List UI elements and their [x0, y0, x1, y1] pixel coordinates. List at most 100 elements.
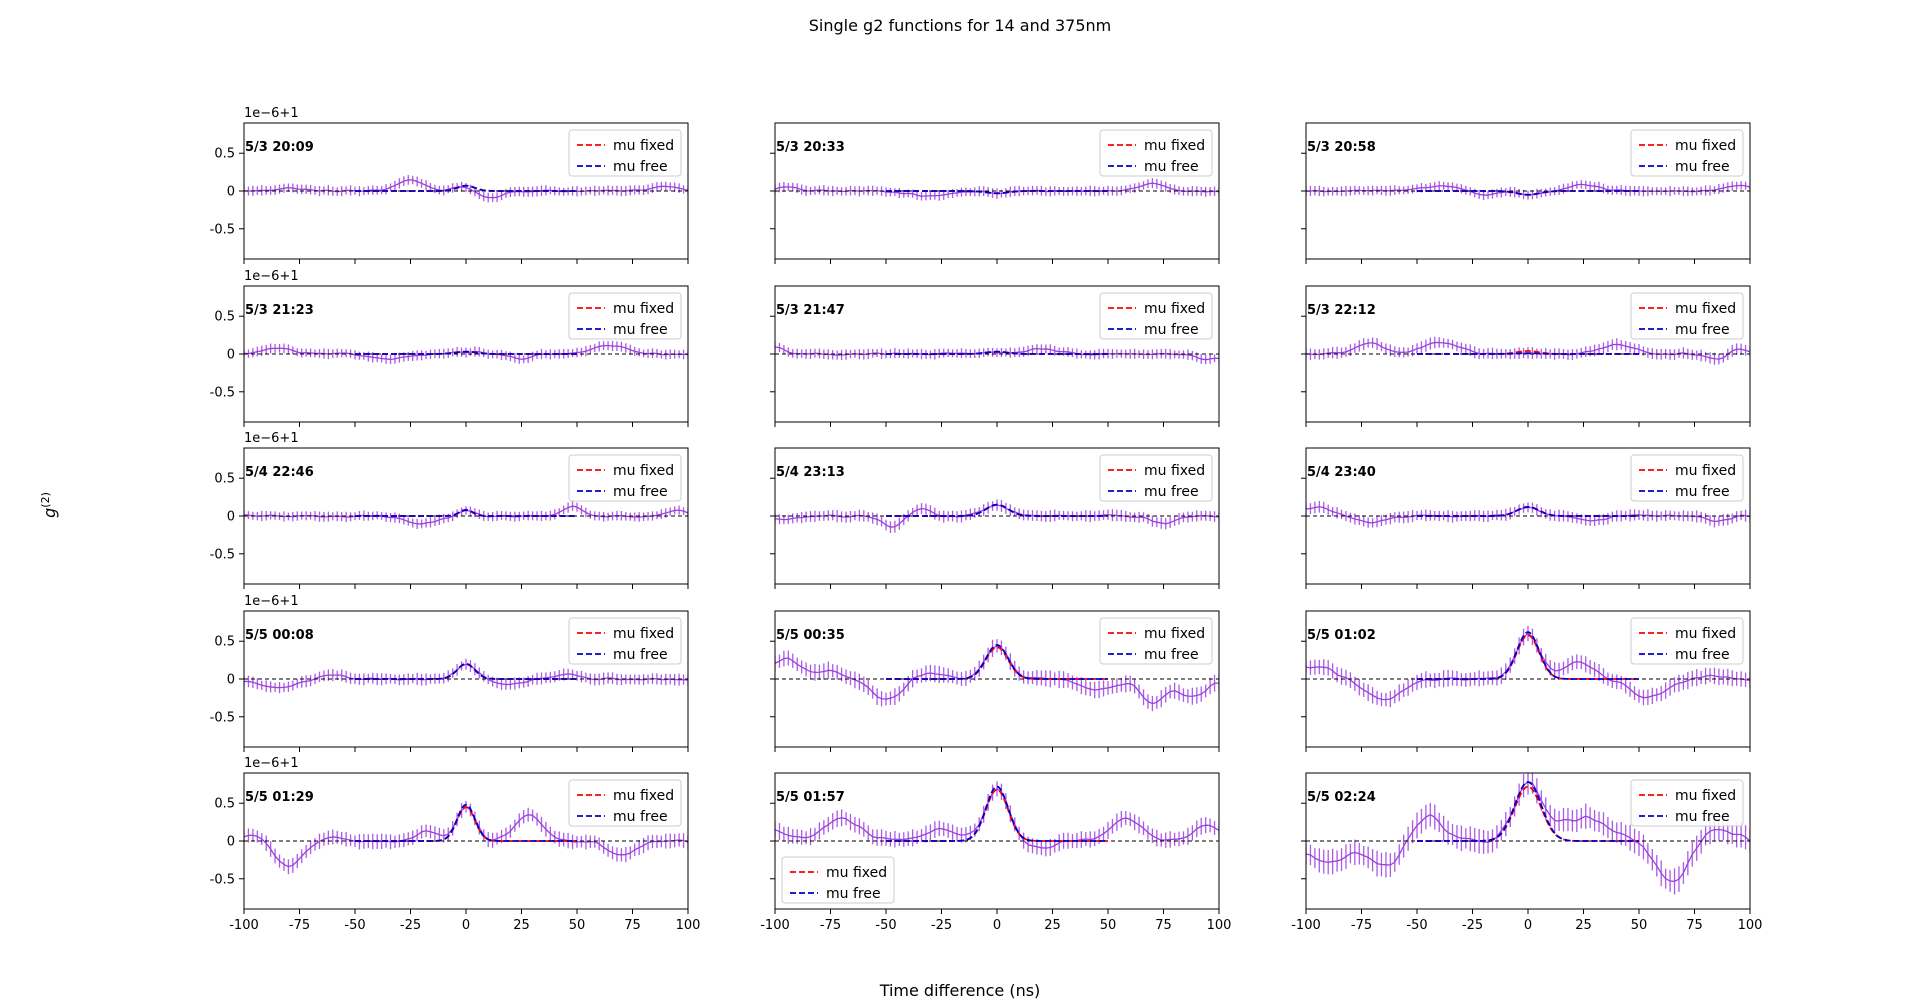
legend-label-fixed: mu fixed: [613, 138, 674, 154]
y-tick-label: 0.5: [214, 797, 235, 812]
subplot-5: 5/3 21:47 mu fixed mu free: [770, 285, 1220, 427]
x-tick-label: 25: [513, 918, 530, 933]
legend-label-free: mu free: [1675, 647, 1730, 663]
x-tick-label: 25: [1044, 918, 1061, 933]
subplot-12: 5/5 01:02 mu fixed mu free: [1301, 610, 1751, 752]
panel-label: 5/3 20:58: [1307, 140, 1376, 155]
y-offset-label: 1e−6+1: [244, 756, 299, 771]
plot-area: [244, 340, 688, 365]
panel-label: 5/4 23:13: [776, 465, 845, 480]
legend-label-fixed: mu fixed: [1675, 138, 1736, 154]
x-tick-label: 100: [1738, 918, 1763, 933]
x-tick-label: -75: [289, 918, 310, 933]
error-bars: [775, 178, 1219, 201]
panel-label: 5/4 22:46: [245, 465, 314, 480]
data-line: [775, 788, 1219, 849]
legend: mu fixed mu free: [1630, 617, 1744, 665]
legend-label-free: mu free: [1675, 484, 1730, 500]
x-tick-label: -100: [1291, 918, 1321, 933]
subplot-8: 5/4 23:13 mu fixed mu free: [770, 447, 1220, 589]
x-tick-label: -75: [820, 918, 841, 933]
x-tick-label: -50: [875, 918, 896, 933]
y-offset-label: 1e−6+1: [244, 431, 299, 446]
legend-label-free: mu free: [1144, 159, 1199, 175]
plot-area: [775, 342, 1219, 365]
legend: mu fixed mu free: [568, 454, 682, 502]
legend: mu fixed mu free: [1099, 454, 1213, 502]
x-tick-label: 100: [1207, 918, 1232, 933]
legend-box: [1630, 292, 1744, 340]
y-axis-label-sup: (2): [39, 492, 52, 508]
y-offset-label: 1e−6+1: [244, 106, 299, 121]
plot-area: [1306, 500, 1750, 528]
legend-label-free: mu free: [1675, 809, 1730, 825]
legend: mu fixed mu free: [1630, 292, 1744, 340]
y-tick-label: 0: [227, 673, 235, 688]
x-axis-label: Time difference (ns): [879, 981, 1041, 1000]
y-offset-label: 1e−6+1: [244, 594, 299, 609]
y-axis-label-base: g: [40, 508, 59, 518]
legend-label-free: mu free: [826, 886, 881, 902]
panel-label: 5/3 21:23: [245, 303, 314, 318]
x-tick-label: -25: [1462, 918, 1483, 933]
y-tick-label: -0.5: [210, 547, 235, 562]
legend-box: [1630, 454, 1744, 502]
legend: mu fixed mu free: [1099, 617, 1213, 665]
y-axis-label: g(2): [39, 492, 60, 518]
legend: mu fixed mu free: [568, 779, 682, 827]
fit-mu-free: [886, 190, 1108, 195]
legend-label-fixed: mu fixed: [613, 788, 674, 804]
fit-mu-free: [886, 350, 1108, 355]
subplot-6: 5/3 22:12 mu fixed mu free: [1301, 285, 1751, 427]
panel-label: 5/5 01:57: [776, 790, 845, 805]
y-tick-label: -0.5: [210, 222, 235, 237]
legend-label-fixed: mu fixed: [1675, 788, 1736, 804]
fit-mu-free: [1417, 781, 1639, 842]
fit-mu-fixed: [1417, 785, 1639, 842]
plot-area: [244, 501, 688, 529]
legend: mu fixed mu free: [1630, 454, 1744, 502]
panel-label: 5/3 21:47: [776, 303, 845, 318]
y-offset-label: 1e−6+1: [244, 269, 299, 284]
panel-label: 5/5 02:24: [1307, 790, 1376, 805]
y-tick-label: 0.5: [214, 472, 235, 487]
legend: mu fixed mu free: [568, 129, 682, 177]
legend-label-free: mu free: [613, 322, 668, 338]
x-tick-label: -100: [760, 918, 790, 933]
panel-label: 5/5 00:35: [776, 628, 845, 643]
legend-label-free: mu free: [613, 809, 668, 825]
legend: mu fixed mu free: [1099, 129, 1213, 177]
legend-box: [1630, 129, 1744, 177]
y-tick-label: 0.5: [214, 635, 235, 650]
legend-label-fixed: mu fixed: [613, 301, 674, 317]
fit-mu-free: [355, 350, 577, 355]
panel-label: 5/5 00:08: [245, 628, 314, 643]
x-tick-label: -50: [1406, 918, 1427, 933]
legend-box: [568, 129, 682, 177]
legend-label-free: mu free: [613, 647, 668, 663]
x-tick-label: -75: [1351, 918, 1372, 933]
legend-label-fixed: mu fixed: [1144, 301, 1205, 317]
subplot-2: 5/3 20:33 mu fixed mu free: [770, 122, 1220, 264]
x-tick-label: -25: [400, 918, 421, 933]
legend-label-fixed: mu fixed: [1144, 463, 1205, 479]
fit-mu-free: [1417, 631, 1639, 680]
plot-area: [244, 658, 688, 694]
x-tick-label: 50: [569, 918, 586, 933]
legend-label-free: mu free: [613, 159, 668, 175]
x-tick-label: 100: [676, 918, 701, 933]
x-tick-label: -25: [931, 918, 952, 933]
plot-area: [244, 175, 688, 203]
subplot-1: 0.5 0 -0.5 1e−6+1 5/3 20:09 mu fixed mu free: [210, 106, 689, 264]
panel-label: 5/5 01:29: [245, 790, 314, 805]
x-tick-label: 50: [1631, 918, 1648, 933]
x-tick-label: -100: [229, 918, 259, 933]
subplot-3: 5/3 20:58 mu fixed mu free: [1301, 122, 1751, 264]
fit-mu-free: [355, 803, 577, 842]
panel-label: 5/3 20:09: [245, 140, 314, 155]
legend-box: [568, 292, 682, 340]
legend-box: [1099, 617, 1213, 665]
legend-box: [1099, 454, 1213, 502]
